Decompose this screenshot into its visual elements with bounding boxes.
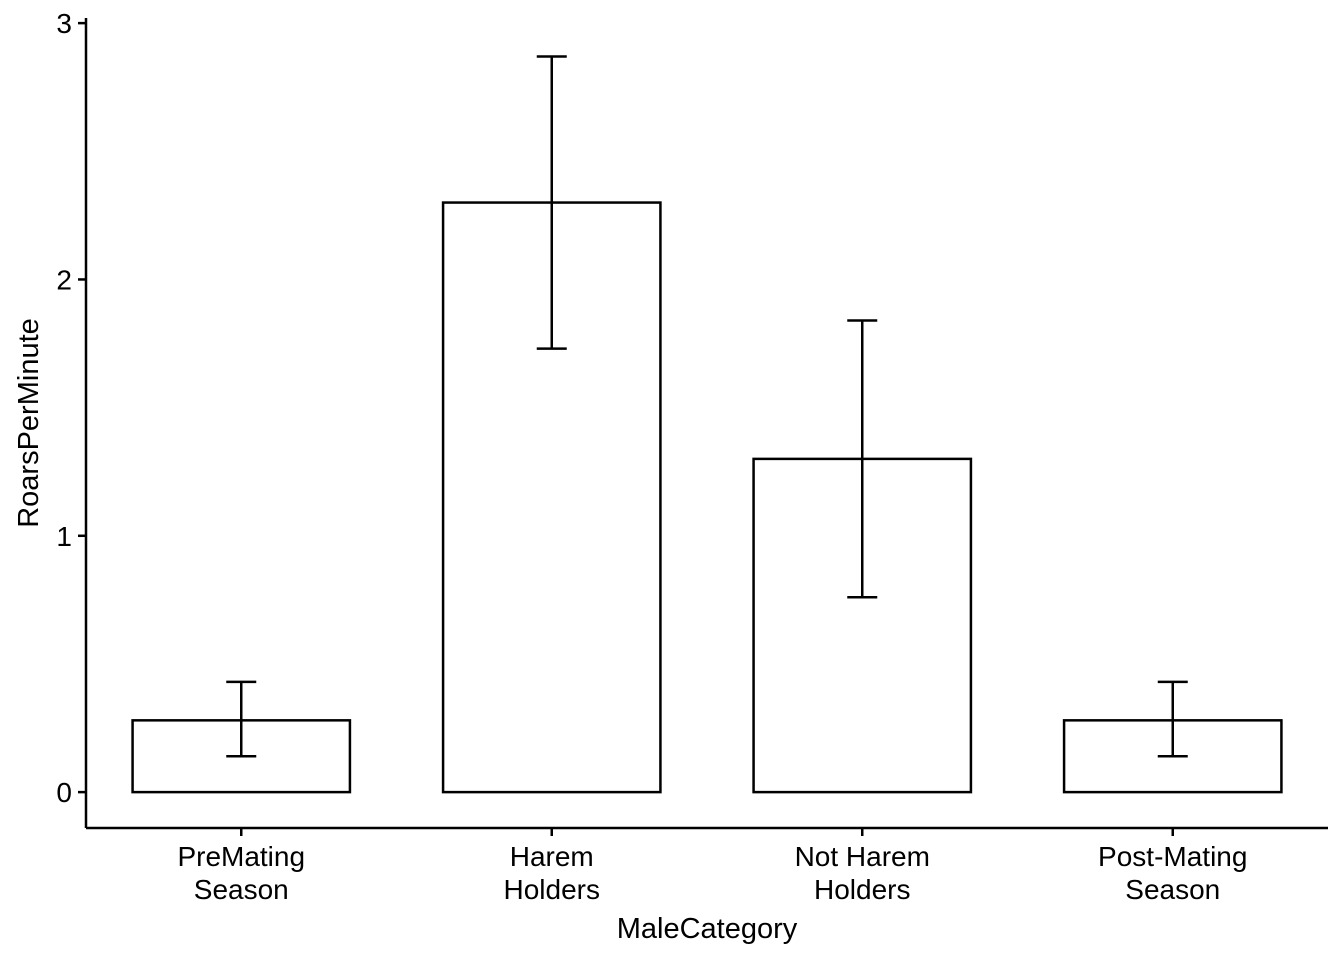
bars-layer [131,201,1283,794]
y-ticks: 0 1 2 3 [56,8,86,808]
y-axis-title: RoarsPerMinute [13,318,45,528]
x-tick-label: Not Harem [795,841,930,872]
axes-layer [84,18,1328,830]
x-tick-label: PreMating [177,841,305,872]
x-tick-label: Holders [814,874,910,905]
error-bars-layer [226,55,1188,758]
y-tick-label: 2 [56,264,72,295]
x-axis-title: MaleCategory [617,913,798,945]
x-tick-label: Season [194,874,289,905]
y-tick-label: 1 [56,521,72,552]
x-tick-label: Post-Mating [1098,841,1247,872]
x-tick-label: Season [1125,874,1220,905]
x-tick-label: Harem [510,841,594,872]
y-tick-label: 0 [56,777,72,808]
x-tick-label: Holders [504,874,600,905]
y-tick-label: 3 [56,8,72,39]
